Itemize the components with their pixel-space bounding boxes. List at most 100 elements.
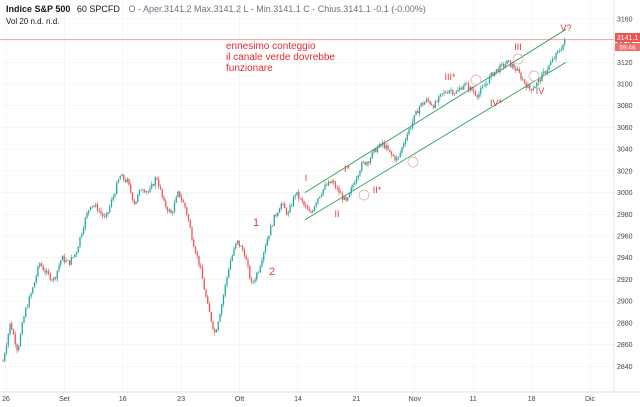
price-tick-label: 2840 bbox=[617, 364, 633, 371]
candle-body bbox=[557, 51, 559, 53]
candle-body bbox=[189, 220, 191, 228]
time-tick-label: 23 bbox=[177, 396, 185, 403]
candle-body bbox=[196, 253, 198, 256]
candle-body bbox=[313, 206, 316, 211]
candle-body bbox=[284, 203, 286, 209]
candle-body bbox=[420, 102, 422, 107]
candle-body bbox=[438, 96, 440, 102]
candle-body bbox=[191, 227, 193, 240]
candle-body bbox=[334, 182, 337, 188]
candle-body bbox=[5, 345, 8, 354]
svg-text:3141.1: 3141.1 bbox=[617, 35, 639, 42]
candle-body bbox=[18, 346, 20, 351]
candle-body bbox=[173, 202, 176, 212]
candle-body bbox=[553, 58, 555, 60]
candle-body bbox=[254, 279, 256, 282]
candle-body bbox=[240, 245, 242, 247]
candle-body bbox=[322, 189, 324, 195]
candle-body bbox=[277, 212, 279, 216]
candle-body bbox=[268, 235, 270, 240]
candle-body bbox=[560, 49, 562, 51]
symbol-name[interactable]: Indice S&P 500 bbox=[6, 4, 71, 14]
candle-body bbox=[399, 152, 401, 157]
candle-body bbox=[427, 98, 429, 101]
candle-body bbox=[445, 91, 447, 93]
candle-body bbox=[89, 206, 92, 211]
candle-body bbox=[520, 72, 522, 80]
candle-body bbox=[187, 214, 190, 221]
candle-body bbox=[564, 39, 566, 45]
candle-body bbox=[457, 89, 459, 92]
candle-body bbox=[177, 191, 179, 197]
candle-body bbox=[275, 214, 277, 216]
candle-body bbox=[562, 44, 564, 50]
candlestick-series bbox=[2, 37, 566, 363]
candle-body bbox=[518, 68, 520, 73]
price-badge: 3141.1 bbox=[615, 33, 640, 42]
candle-body bbox=[243, 250, 246, 257]
annotation-note: ennesimo conteggio il canale verde dovre… bbox=[226, 41, 335, 74]
candle-body bbox=[51, 279, 53, 281]
candle-body bbox=[319, 196, 321, 199]
candle-body bbox=[347, 197, 349, 201]
candle-body bbox=[343, 196, 345, 200]
candle-body bbox=[296, 191, 298, 195]
candle-body bbox=[201, 267, 204, 279]
candle-body bbox=[329, 181, 331, 184]
candle-body bbox=[37, 265, 39, 276]
candle-body bbox=[515, 68, 517, 71]
candle-body bbox=[142, 190, 144, 192]
wave-label-8: IV* bbox=[490, 98, 503, 108]
candle-body bbox=[231, 255, 233, 261]
candle-body bbox=[203, 278, 205, 290]
candle-body bbox=[298, 191, 300, 199]
candle-body bbox=[431, 104, 433, 106]
candle-body bbox=[410, 127, 412, 129]
candle-body bbox=[35, 275, 37, 283]
price-tick-label: 3060 bbox=[617, 125, 633, 132]
volume-legend[interactable]: Vol 20 n.d. n.d. bbox=[6, 17, 59, 26]
price-tick-label: 2900 bbox=[617, 299, 633, 306]
candle-body bbox=[352, 184, 354, 188]
candle-body bbox=[539, 79, 541, 82]
candle-body bbox=[72, 256, 74, 258]
candle-body bbox=[415, 111, 417, 116]
candle-body bbox=[264, 245, 267, 253]
candle-body bbox=[207, 296, 209, 304]
candle-body bbox=[165, 200, 167, 208]
wave-label-2: 2 bbox=[269, 266, 275, 278]
candle-body bbox=[149, 188, 151, 192]
pivot-circle bbox=[407, 156, 419, 168]
symbol-legend[interactable]: Indice S&P 500 60 SPCFD O - Aper.3141.2 … bbox=[6, 4, 426, 14]
candle-body bbox=[278, 209, 281, 213]
candle-body bbox=[56, 270, 58, 279]
candle-body bbox=[208, 303, 211, 312]
interval[interactable]: 60 bbox=[76, 4, 87, 14]
candle-body bbox=[382, 142, 384, 146]
candle-body bbox=[413, 115, 415, 123]
candle-body bbox=[75, 252, 78, 255]
candle-body bbox=[471, 86, 473, 91]
candle-body bbox=[287, 212, 289, 215]
time-axis[interactable]: 26 Set 16 23 Ott 14 21 Nov 11 18 Dic bbox=[2, 396, 595, 403]
candle-body bbox=[186, 207, 188, 215]
candle-body bbox=[2, 360, 4, 362]
candle-body bbox=[355, 178, 358, 183]
candle-body bbox=[359, 170, 361, 176]
candle-body bbox=[30, 293, 32, 297]
candle-body bbox=[294, 194, 296, 197]
candle-body bbox=[96, 204, 99, 211]
candle-body bbox=[310, 211, 312, 213]
candle-body bbox=[474, 91, 477, 96]
candle-body bbox=[555, 52, 557, 59]
candle-body bbox=[361, 162, 363, 171]
candle-body bbox=[354, 182, 356, 185]
pivot-circle bbox=[358, 189, 370, 201]
candle-body bbox=[128, 179, 130, 185]
candle-body bbox=[144, 190, 146, 193]
candle-body bbox=[383, 142, 386, 149]
candle-body bbox=[228, 269, 230, 278]
wave-label-11: V? bbox=[560, 23, 571, 33]
candle-body bbox=[58, 265, 60, 271]
